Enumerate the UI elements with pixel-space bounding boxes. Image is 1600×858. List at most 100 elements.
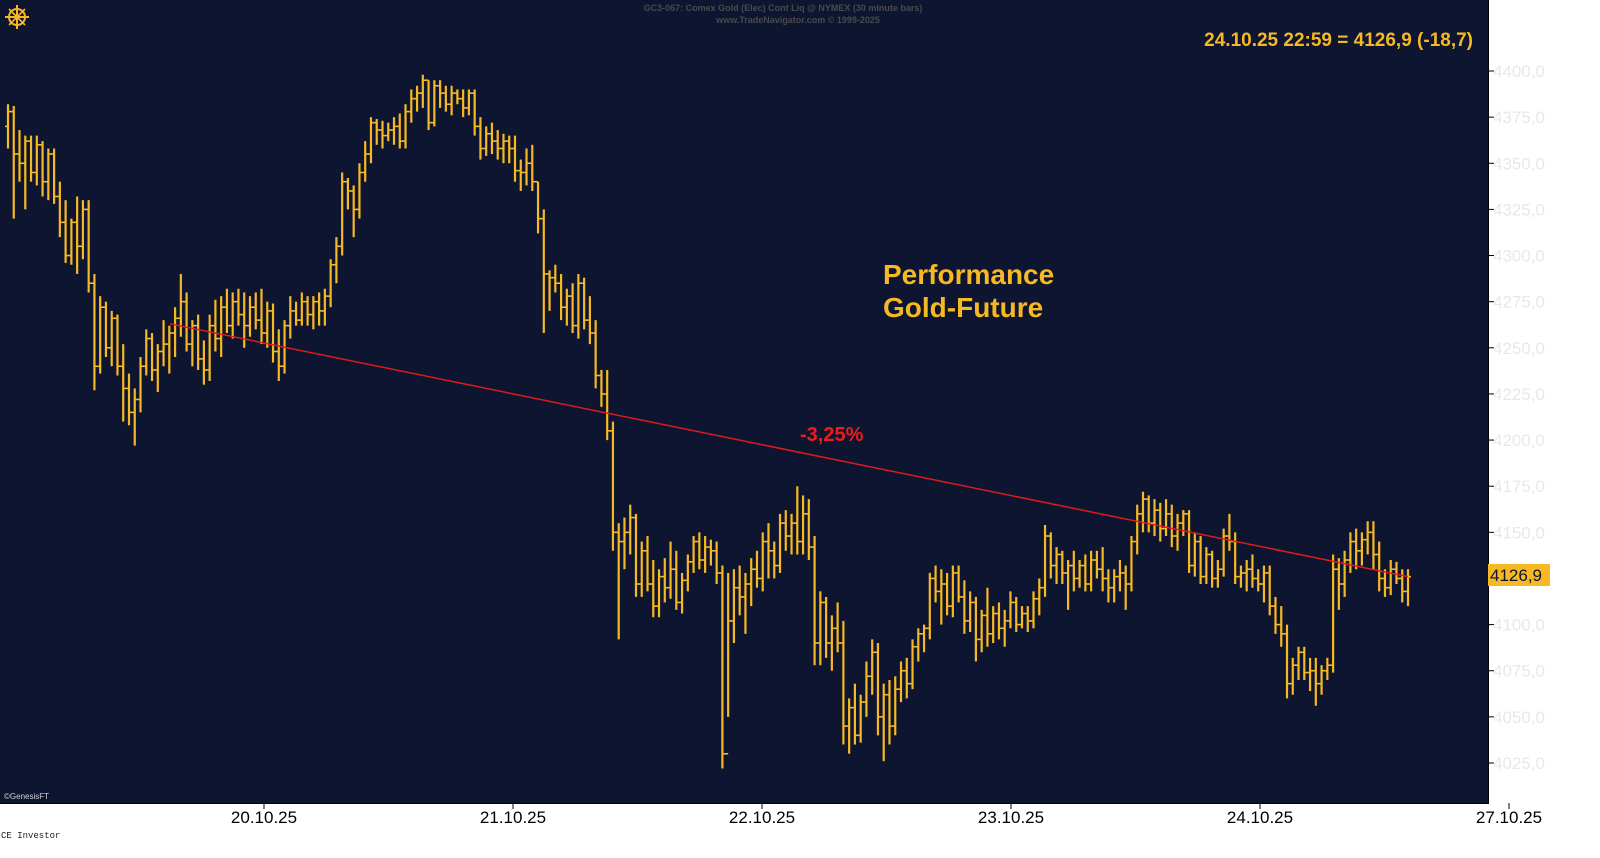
x-tick-label: 24.10.25 (1227, 808, 1293, 827)
ohlc-bar (425, 79, 432, 131)
ohlc-bar (1220, 528, 1227, 577)
ohlc-bar (857, 694, 864, 743)
ohlc-bar (235, 288, 242, 326)
ohlc-bar (1226, 513, 1233, 551)
ohlc-bar (304, 296, 311, 326)
ohlc-bar (437, 80, 444, 108)
ohlc-bar (1174, 513, 1181, 551)
y-tick-label: 4325,0 (1493, 200, 1545, 219)
price-readout: 24.10.25 22:59 = 4126,9 (-18,7) (1204, 30, 1473, 51)
ohlc-bar (246, 296, 253, 337)
ohlc-bar (183, 292, 190, 352)
ohlc-bar (742, 572, 749, 634)
ohlc-bar (212, 299, 219, 352)
ohlc-bar (327, 259, 334, 308)
ohlc-bar (137, 357, 144, 413)
ohlc-bar (223, 288, 230, 334)
ohlc-bar (782, 510, 789, 551)
ohlc-bar (1249, 554, 1256, 588)
ohlc-bar (811, 536, 818, 666)
ohlc-bar (252, 292, 259, 330)
ohlc-bar (1151, 499, 1158, 537)
ohlc-bar (1318, 665, 1325, 695)
x-tick-label: 20.10.25 (231, 808, 297, 827)
ohlc-bar (575, 273, 582, 339)
ohlc-bar (529, 144, 536, 191)
ohlc-bar (794, 486, 801, 555)
ohlc-bar (454, 89, 461, 105)
ohlc-bar (1358, 532, 1365, 566)
ohlc-bar (926, 572, 933, 640)
ohlc-bar (16, 130, 23, 182)
ohlc-bar (679, 572, 686, 614)
y-tick-label: 4075,0 (1493, 662, 1545, 681)
ohlc-bar (229, 292, 236, 339)
ohlc-bar (627, 504, 634, 555)
ohlc-bar (777, 513, 784, 573)
ohlc-bar (79, 200, 86, 260)
ohlc-bar (195, 314, 202, 370)
ohlc-bar (1018, 606, 1025, 629)
ohlc-bar (160, 320, 167, 367)
ohlc-bar (1376, 541, 1383, 592)
ohlc-bar (586, 296, 593, 345)
ohlc-bar (753, 550, 760, 588)
ohlc-bar (367, 117, 374, 164)
ohlc-bar (1260, 565, 1267, 603)
ohlc-bar (563, 288, 570, 326)
ohlc-bar (800, 495, 807, 555)
ohlc-bar (264, 301, 271, 348)
ohlc-bar (609, 421, 616, 551)
ohlc-bar (874, 643, 881, 736)
ohlc-bar (172, 307, 179, 358)
chart-header-title: GC3-067: Comex Gold (Elec) Cont Liq @ NY… (644, 3, 923, 13)
ship-wheel-logo-icon (5, 5, 29, 29)
ohlc-bar (719, 565, 726, 769)
ohlc-bar (546, 270, 553, 311)
ohlc-bar (713, 541, 720, 585)
ohlc-bar (1307, 657, 1314, 692)
ohlc-bar (1243, 560, 1250, 592)
ohlc-bar (1180, 510, 1187, 537)
ohlc-bar (558, 273, 565, 321)
ohlc-bar (892, 676, 899, 736)
ohlc-bar (22, 135, 29, 210)
ohlc-bar (1053, 547, 1060, 585)
ohlc-bar (97, 296, 104, 374)
ohlc-bar (1335, 558, 1342, 610)
ohlc-bar (972, 596, 979, 662)
ohlc-bar (730, 569, 737, 644)
ohlc-bar (149, 333, 156, 382)
ohlc-bar (684, 554, 691, 592)
ohlc-bar (725, 572, 732, 755)
ohlc-bar (5, 104, 11, 149)
ohlc-bar (644, 536, 651, 592)
ohlc-bar (1289, 657, 1296, 695)
ohlc-bar (477, 117, 484, 160)
y-tick-label: 4025,0 (1493, 754, 1545, 773)
ohlc-bar (886, 679, 893, 745)
ohlc-bar (91, 273, 98, 391)
x-tick-label: 23.10.25 (978, 808, 1044, 827)
ohlc-bar (1278, 606, 1285, 647)
ohlc-bar (465, 89, 472, 116)
ohlc-bar (944, 572, 951, 616)
annotation-line-2: Gold-Future (883, 292, 1043, 323)
y-axis: 4400,0 4375,0 4350,0 4325,0 4300,0 4275,0 4250… (1488, 62, 1545, 773)
ohlc-bar (909, 639, 916, 690)
ohlc-bar (765, 523, 772, 579)
ohlc-bar (102, 301, 109, 358)
ohlc-bar (1134, 504, 1141, 555)
ohlc-bar (154, 344, 161, 393)
ohlc-bar (552, 264, 559, 293)
ohlc-bar (673, 550, 680, 610)
ohlc-bar (166, 325, 173, 374)
ohlc-bar (604, 369, 611, 441)
ohlc-bar (696, 532, 703, 570)
ohlc-bar (1387, 560, 1394, 596)
ohlc-bar (707, 539, 714, 566)
chart-header-copyright: www.TradeNavigator.com © 1999-2025 (715, 15, 880, 25)
ohlc-bar (56, 181, 63, 238)
ohlc-bar (1214, 560, 1221, 588)
